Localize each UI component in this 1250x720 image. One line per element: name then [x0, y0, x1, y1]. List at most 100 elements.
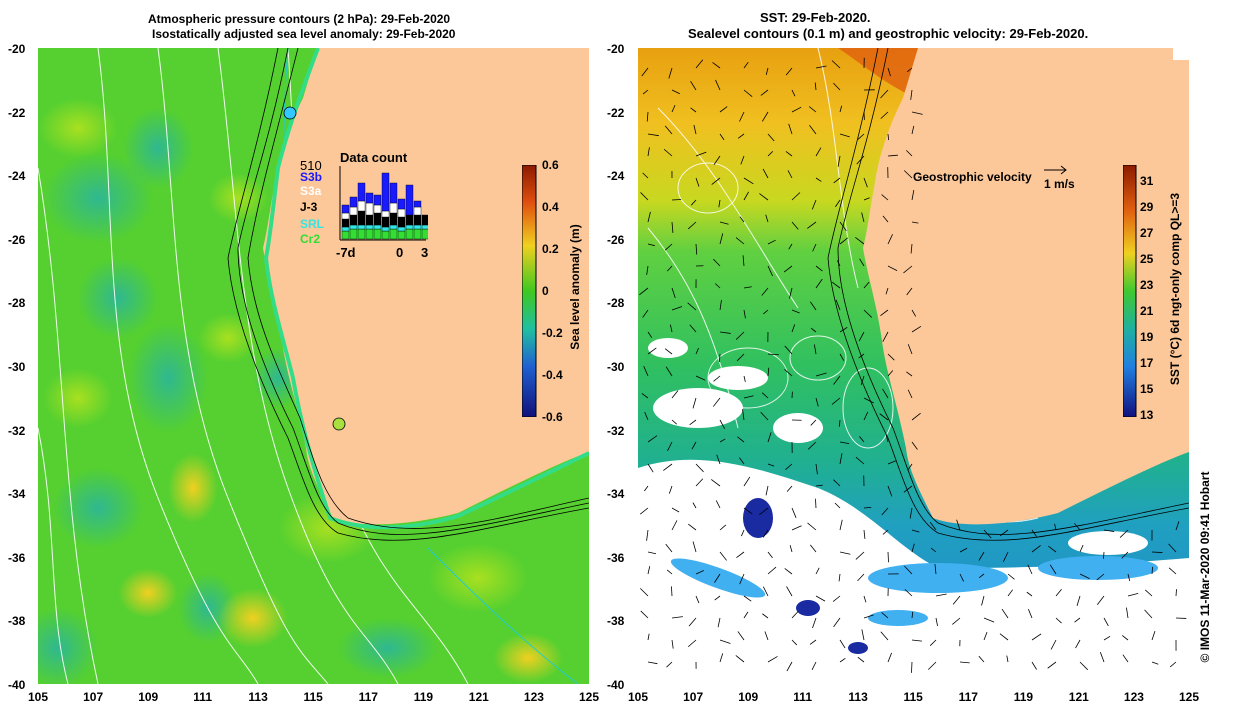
velocity-arrow	[903, 170, 913, 179]
velocity-arrow	[906, 67, 913, 73]
velocity-arrow	[647, 551, 657, 555]
velocity-arrow	[838, 573, 841, 582]
velocity-arrow	[978, 573, 985, 579]
velocity-arrow	[880, 309, 889, 317]
geostrophic-velocity-arrows	[639, 57, 1187, 673]
velocity-arrow	[695, 478, 704, 487]
data-count-bar-segment	[397, 198, 406, 210]
velocity-arrow	[761, 392, 769, 399]
velocity-arrow	[791, 639, 798, 646]
velocity-arrow	[789, 287, 793, 299]
velocity-arrow	[815, 278, 823, 289]
velocity-arrow	[839, 327, 848, 333]
velocity-arrow	[666, 569, 673, 575]
velocity-arrow	[671, 221, 674, 233]
velocity-arrow	[839, 639, 846, 649]
lon-tick-left-10: 125	[579, 690, 600, 704]
tide-gauge-marker-north	[283, 106, 297, 120]
velocity-arrow	[1096, 595, 1105, 605]
velocity-arrow	[716, 454, 721, 465]
lon-tick-left-8: 121	[468, 690, 489, 704]
velocity-arrow	[711, 177, 721, 185]
velocity-arrow	[764, 631, 769, 641]
velocity-arrow	[689, 419, 697, 426]
velocity-arrow	[911, 441, 918, 450]
data-count-bar-segment	[365, 192, 374, 204]
left-cb-tick-2: 0.2	[542, 242, 559, 256]
data-count-x-end: 3	[421, 245, 429, 260]
data-count-bar-segment	[405, 184, 414, 216]
velocity-arrow	[929, 639, 937, 646]
left-cb-tick-0: 0.6	[542, 158, 559, 172]
data-count-bar-segment	[381, 230, 390, 240]
velocity-arrow	[810, 544, 817, 553]
legend-s3a: S3a	[300, 184, 322, 198]
velocity-arrow	[668, 485, 673, 494]
data-count-bar-segment	[349, 224, 358, 230]
velocity-arrow	[784, 568, 793, 575]
data-count-bar-segment	[349, 196, 358, 208]
velocity-arrow	[719, 233, 724, 245]
velocity-arrow	[1096, 573, 1105, 581]
data-count-bar-segment	[373, 194, 382, 206]
velocity-arrow	[665, 543, 673, 553]
velocity-arrow	[882, 215, 889, 223]
velocity-arrow	[641, 393, 649, 399]
velocity-arrow	[642, 89, 649, 95]
velocity-arrow	[743, 61, 749, 69]
velocity-arrow	[670, 324, 673, 333]
velocity-arrow	[911, 111, 923, 115]
velocity-arrow	[857, 656, 865, 663]
velocity-arrow	[788, 243, 793, 250]
right-colorbar-label: SST (°C) 6d ngt-only comp QL>=3	[1168, 192, 1182, 386]
velocity-arrow	[879, 413, 889, 421]
velocity-arrow	[880, 89, 889, 99]
right-colorbar	[1123, 165, 1137, 417]
velocity-arrow	[785, 67, 793, 76]
velocity-arrow	[785, 463, 793, 471]
lat-tick-right-3: -26	[607, 232, 625, 247]
data-count-bar-segment	[413, 228, 422, 240]
velocity-arrow	[767, 656, 778, 663]
velocity-arrow	[863, 595, 867, 603]
velocity-arrow	[1103, 551, 1105, 559]
velocity-arrow	[959, 661, 970, 664]
velocity-arrow	[861, 212, 865, 223]
velocity-arrow	[791, 507, 797, 518]
velocity-arrow	[695, 243, 698, 255]
data-count-x-start: -7d	[336, 245, 356, 260]
velocity-arrow	[719, 299, 722, 311]
velocity-arrow	[1144, 609, 1153, 619]
velocity-arrow	[959, 573, 964, 582]
velocity-arrow	[783, 265, 793, 273]
velocity-arrow	[911, 325, 922, 333]
velocity-arrow	[832, 595, 841, 602]
velocity-arrow	[831, 397, 841, 405]
velocity-arrow	[815, 484, 823, 487]
velocity-arrow	[814, 82, 817, 91]
data-count-bar-segment	[389, 228, 398, 240]
velocity-arrow	[671, 306, 683, 311]
velocity-arrow	[855, 237, 865, 245]
velocity-arrow	[812, 243, 817, 252]
lon-tick-right-8: 121	[1068, 690, 1089, 704]
velocity-arrow	[647, 633, 650, 641]
lon-tick-left-0: 105	[28, 690, 49, 704]
velocity-arrow	[671, 89, 681, 95]
data-count-bar-segment	[365, 214, 374, 226]
velocity-arrow	[1168, 543, 1177, 553]
velocity-arrow	[903, 485, 913, 493]
data-count-bar-segment	[341, 204, 350, 214]
velocity-arrow	[882, 529, 889, 535]
velocity-arrow	[928, 661, 937, 670]
velocity-arrow	[640, 192, 649, 201]
lat-tick-left-2: -24	[8, 169, 26, 184]
velocity-arrow	[719, 106, 728, 113]
lon-tick-right-0: 105	[628, 690, 649, 704]
left-cb-tick-6: -0.6	[542, 410, 563, 424]
velocity-arrow	[911, 221, 919, 224]
lat-tick-left-7: -34	[8, 487, 26, 502]
velocity-arrow	[863, 614, 874, 619]
velocity-arrow	[647, 243, 655, 247]
velocity-arrow	[863, 411, 869, 421]
